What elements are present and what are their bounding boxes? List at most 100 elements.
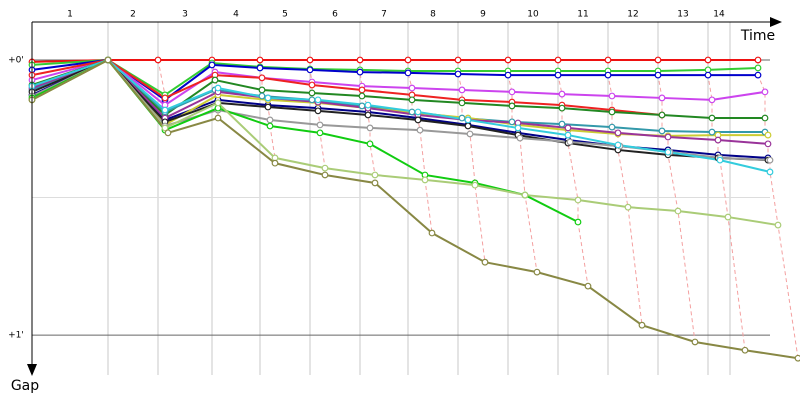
point [358, 86, 366, 94]
point [356, 56, 364, 64]
point [658, 127, 666, 135]
point [558, 90, 566, 98]
point [364, 101, 372, 109]
point [164, 129, 172, 137]
point [404, 69, 412, 77]
point [566, 138, 574, 146]
y-axis-label: Gap [11, 378, 39, 394]
point [264, 103, 272, 111]
grid-layer [32, 22, 770, 375]
point [321, 171, 329, 179]
point [466, 130, 474, 138]
point [308, 89, 316, 97]
lap-label: 4 [233, 10, 239, 20]
point [366, 124, 374, 132]
point [428, 229, 436, 237]
point [761, 114, 769, 122]
lap-label: 3 [182, 10, 188, 20]
point [408, 108, 416, 116]
point [316, 129, 324, 137]
point [454, 70, 462, 78]
point [691, 338, 699, 346]
point [764, 140, 772, 148]
y-axis-arrow [27, 364, 37, 376]
point [564, 124, 572, 132]
point [754, 64, 762, 72]
point [533, 268, 541, 276]
lap-label: 7 [381, 10, 387, 20]
point [508, 102, 516, 110]
point [358, 102, 366, 110]
lap-connector [707, 59, 746, 351]
point [604, 71, 612, 79]
point [704, 71, 712, 79]
lap-label: 12 [627, 10, 638, 20]
point [704, 56, 712, 64]
point [564, 131, 572, 139]
point [308, 96, 316, 104]
point [654, 56, 662, 64]
x-axis-label: Time [740, 28, 775, 44]
point [208, 61, 216, 69]
point [316, 121, 324, 129]
point [774, 221, 782, 229]
point [658, 94, 666, 102]
point [664, 133, 672, 141]
point [521, 191, 529, 199]
point [464, 122, 472, 130]
point [161, 124, 169, 132]
point [314, 107, 322, 115]
point [708, 96, 716, 104]
point [258, 86, 266, 94]
point [458, 99, 466, 107]
point [414, 108, 422, 116]
point [458, 114, 466, 122]
point [716, 156, 724, 164]
lap-label: 10 [527, 10, 539, 20]
point [308, 81, 316, 89]
lap-connector [757, 59, 799, 359]
point [614, 141, 622, 149]
lap-label: 13 [677, 10, 688, 20]
point [271, 159, 279, 167]
point [256, 64, 264, 72]
point [714, 136, 722, 144]
point [638, 321, 646, 329]
point [256, 56, 264, 64]
line-layer [28, 56, 800, 362]
point [214, 114, 222, 122]
point [514, 124, 522, 132]
point [508, 118, 516, 126]
x-axis-arrow [770, 17, 782, 27]
point [574, 196, 582, 204]
point [754, 56, 762, 64]
point [614, 129, 622, 137]
lap-label: 5 [282, 10, 288, 20]
point [654, 71, 662, 79]
point [504, 56, 512, 64]
point [161, 94, 169, 102]
point [504, 71, 512, 79]
lap-label: 2 [130, 10, 136, 20]
point [754, 71, 762, 79]
point [421, 176, 429, 184]
point [371, 179, 379, 187]
point [554, 71, 562, 79]
y-tick-label: +0' [8, 55, 24, 65]
point [761, 88, 769, 96]
point [264, 94, 272, 102]
point [366, 140, 374, 148]
point [454, 56, 462, 64]
y-tick-label: +1' [8, 331, 24, 341]
lap-connector [359, 59, 376, 183]
point [574, 218, 582, 226]
point [674, 207, 682, 215]
lap-label: 14 [713, 10, 725, 20]
point [766, 168, 774, 176]
lap-label: 1 [67, 10, 73, 20]
point [154, 56, 162, 64]
point [371, 171, 379, 179]
point [658, 111, 666, 119]
point [554, 56, 562, 64]
